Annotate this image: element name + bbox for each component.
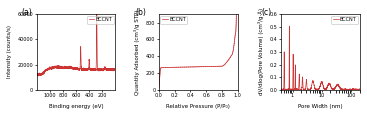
X-axis label: Relative Pressure (P/P₀): Relative Pressure (P/P₀) (166, 104, 230, 109)
Y-axis label: dV/dlog(Pore Volume) (cm³/g·Å): dV/dlog(Pore Volume) (cm³/g·Å) (258, 8, 264, 95)
Y-axis label: Intensity (counts/s): Intensity (counts/s) (7, 25, 12, 78)
Text: (b): (b) (135, 8, 146, 17)
X-axis label: Binding energy (eV): Binding energy (eV) (49, 104, 103, 109)
Text: (a): (a) (21, 8, 32, 17)
Legend: BCCNT: BCCNT (160, 16, 187, 23)
Legend: BCCNT: BCCNT (87, 16, 114, 23)
Text: (c): (c) (261, 8, 271, 17)
X-axis label: Pore Width (nm): Pore Width (nm) (298, 104, 342, 109)
Legend: BCCNT: BCCNT (331, 16, 358, 23)
Y-axis label: Quantity Adsorbed (cm³/g STP): Quantity Adsorbed (cm³/g STP) (134, 9, 141, 95)
